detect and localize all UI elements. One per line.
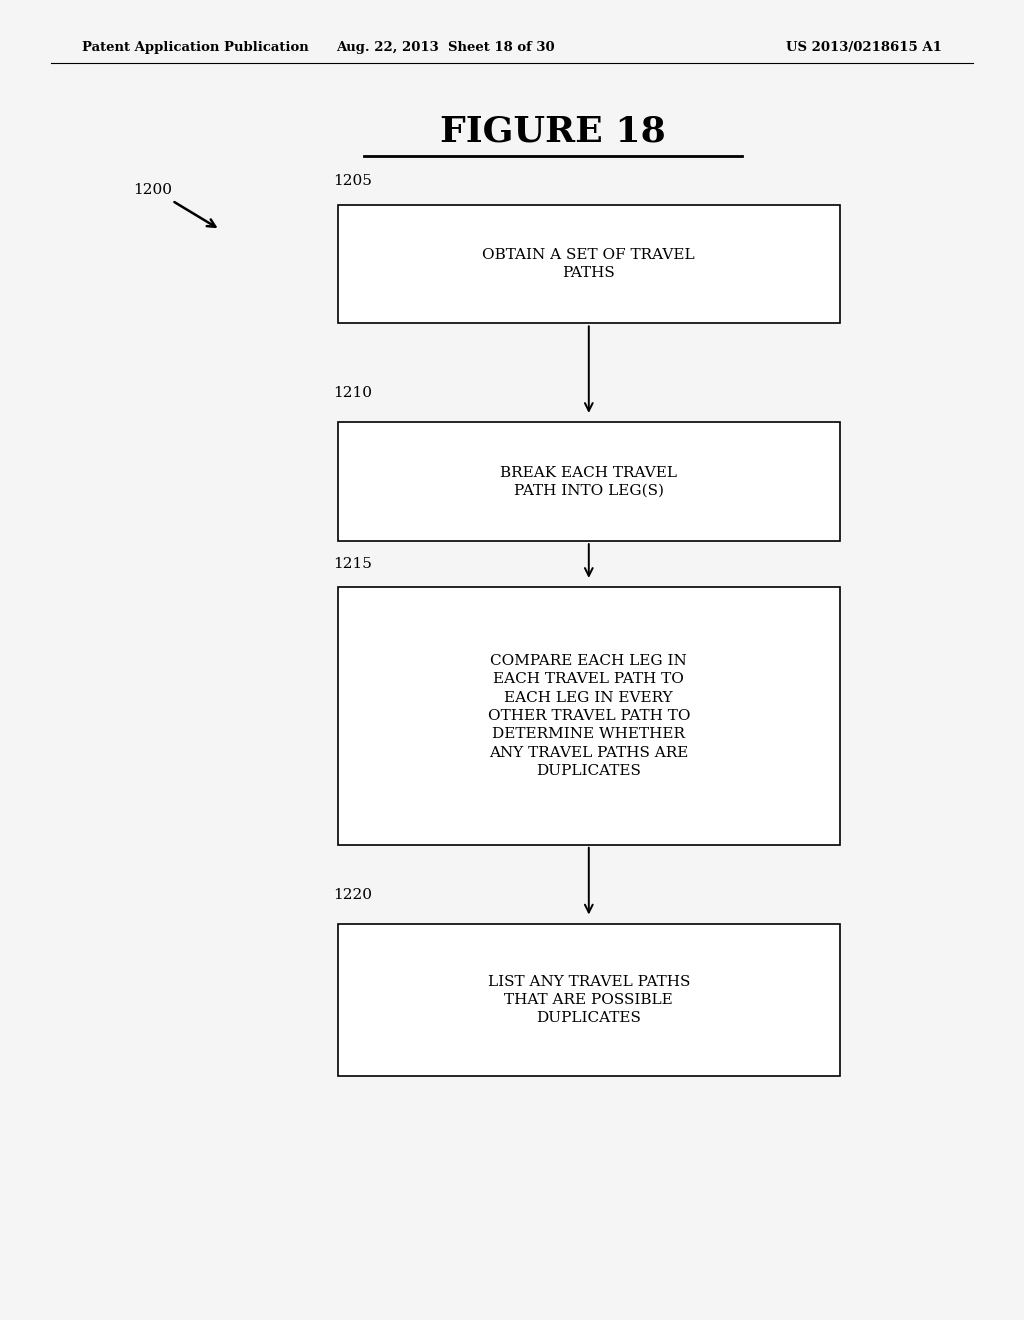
Text: LIST ANY TRAVEL PATHS
THAT ARE POSSIBLE
DUPLICATES: LIST ANY TRAVEL PATHS THAT ARE POSSIBLE … — [487, 974, 690, 1026]
Text: FIGURE 18: FIGURE 18 — [440, 115, 666, 149]
Text: US 2013/0218615 A1: US 2013/0218615 A1 — [786, 41, 942, 54]
Text: Patent Application Publication: Patent Application Publication — [82, 41, 308, 54]
Text: 1220: 1220 — [333, 888, 372, 902]
Text: 1215: 1215 — [333, 557, 372, 570]
Bar — [338, 205, 840, 323]
Text: BREAK EACH TRAVEL
PATH INTO LEG(S): BREAK EACH TRAVEL PATH INTO LEG(S) — [501, 466, 677, 498]
Bar — [338, 422, 840, 541]
Text: 1200: 1200 — [133, 183, 172, 197]
Text: COMPARE EACH LEG IN
EACH TRAVEL PATH TO
EACH LEG IN EVERY
OTHER TRAVEL PATH TO
D: COMPARE EACH LEG IN EACH TRAVEL PATH TO … — [487, 653, 690, 779]
Text: 1205: 1205 — [333, 174, 372, 187]
Text: 1210: 1210 — [333, 387, 372, 400]
Text: Aug. 22, 2013  Sheet 18 of 30: Aug. 22, 2013 Sheet 18 of 30 — [336, 41, 555, 54]
Text: OBTAIN A SET OF TRAVEL
PATHS: OBTAIN A SET OF TRAVEL PATHS — [482, 248, 695, 280]
Bar — [338, 587, 840, 845]
Bar — [338, 924, 840, 1076]
